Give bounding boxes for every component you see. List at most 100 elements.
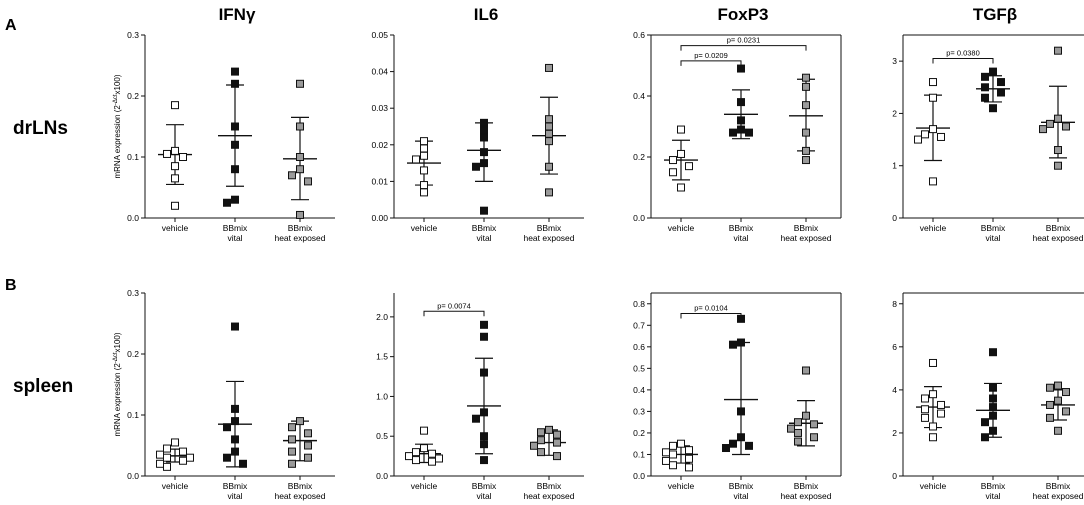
series-0 bbox=[158, 101, 192, 210]
data-point bbox=[1046, 400, 1054, 409]
data-point bbox=[921, 130, 929, 139]
x-tick-label: BBmix bbox=[729, 481, 754, 491]
data-point bbox=[921, 413, 929, 422]
chart-title: TGFβ bbox=[973, 5, 1017, 24]
x-tick-label: BBmix bbox=[288, 481, 313, 491]
data-point bbox=[231, 322, 239, 331]
y-tick-label: 0.6 bbox=[633, 30, 645, 40]
data-point bbox=[989, 426, 997, 435]
data-point bbox=[186, 453, 194, 462]
data-point bbox=[420, 137, 428, 146]
data-point bbox=[989, 411, 997, 420]
data-point bbox=[669, 441, 677, 450]
data-point bbox=[914, 135, 922, 144]
y-tick-label: 0.3 bbox=[127, 30, 139, 40]
data-point bbox=[296, 210, 304, 219]
x-tick-label: vital bbox=[227, 233, 242, 243]
x-tick-label: heat exposed bbox=[523, 233, 574, 243]
data-point bbox=[288, 423, 296, 432]
data-point bbox=[480, 118, 488, 127]
data-point bbox=[1054, 146, 1062, 155]
y-tick-label: 0.6 bbox=[633, 342, 645, 352]
series-2 bbox=[283, 417, 317, 468]
data-point bbox=[553, 438, 561, 447]
data-point bbox=[802, 101, 810, 110]
y-tick-label: 0.5 bbox=[376, 431, 388, 441]
y-tick-label: 0.2 bbox=[633, 152, 645, 162]
data-point bbox=[231, 140, 239, 149]
x-tick-label: heat exposed bbox=[1032, 233, 1083, 243]
data-point bbox=[722, 444, 730, 453]
significance-bracket bbox=[423, 310, 485, 317]
data-point bbox=[296, 417, 304, 426]
data-point bbox=[171, 201, 179, 210]
data-point bbox=[729, 439, 737, 448]
x-tick-label: heat exposed bbox=[274, 491, 325, 501]
y-tick-label: 0.00 bbox=[371, 213, 388, 223]
data-point bbox=[472, 414, 480, 423]
data-point bbox=[223, 453, 231, 462]
data-point bbox=[537, 448, 545, 457]
data-point bbox=[420, 166, 428, 175]
data-point bbox=[810, 420, 818, 429]
series-1 bbox=[724, 64, 758, 140]
x-tick-label: vital bbox=[476, 233, 491, 243]
series-1 bbox=[722, 314, 758, 456]
data-point bbox=[745, 441, 753, 450]
data-point bbox=[420, 151, 428, 160]
chart-4: 0.0 0.1 0.2 0.3 mRNA expression (2-Δctx100) v… bbox=[113, 288, 335, 501]
series-0 bbox=[407, 137, 441, 197]
data-point bbox=[1062, 388, 1070, 397]
data-point bbox=[662, 448, 670, 457]
data-point bbox=[737, 98, 745, 107]
x-tick-label: BBmix bbox=[981, 481, 1006, 491]
data-point bbox=[296, 153, 304, 161]
significance-bracket bbox=[680, 312, 742, 319]
p-value-label: p= 0.0231 bbox=[727, 36, 761, 45]
data-point bbox=[669, 156, 677, 165]
y-tick-label: 8 bbox=[892, 299, 897, 309]
data-point bbox=[737, 125, 745, 134]
series-2 bbox=[283, 79, 317, 219]
data-point bbox=[435, 454, 443, 463]
data-point bbox=[480, 456, 488, 465]
x-tick-label: heat exposed bbox=[780, 233, 831, 243]
data-point bbox=[929, 177, 937, 186]
data-point bbox=[929, 125, 937, 134]
data-point bbox=[997, 88, 1005, 97]
chart-title: FoxP3 bbox=[717, 5, 768, 24]
y-tick-label: 0.01 bbox=[371, 176, 388, 186]
series-1 bbox=[976, 67, 1010, 113]
data-point bbox=[420, 181, 428, 190]
panel-label-a: A bbox=[5, 17, 17, 34]
data-point bbox=[223, 198, 231, 207]
significance-bracket bbox=[680, 45, 807, 51]
data-point bbox=[802, 366, 810, 375]
y-axis-title: mRNA expression (2-Δctx100) bbox=[113, 332, 122, 436]
data-point bbox=[981, 72, 989, 81]
data-point bbox=[231, 195, 239, 204]
data-point bbox=[171, 162, 179, 171]
data-point bbox=[296, 165, 304, 174]
data-point bbox=[929, 78, 937, 87]
data-point bbox=[304, 441, 312, 450]
data-point bbox=[794, 428, 802, 437]
data-point bbox=[802, 146, 810, 155]
data-point bbox=[685, 463, 693, 472]
y-tick-label: 0.4 bbox=[633, 385, 645, 395]
data-point bbox=[737, 64, 745, 73]
data-point bbox=[472, 162, 480, 171]
data-point bbox=[929, 390, 937, 399]
charts: IFNγ 0.0 0.1 0.2 0.3 mRNA expression (2-Δctx1… bbox=[113, 5, 1084, 501]
data-point bbox=[989, 348, 997, 357]
x-tick-label: BBmix bbox=[288, 223, 313, 233]
data-point bbox=[163, 444, 171, 453]
p-value-label: p= 0.0209 bbox=[694, 51, 728, 60]
x-tick-label: BBmix bbox=[794, 481, 819, 491]
data-point bbox=[480, 206, 488, 215]
data-point bbox=[304, 429, 312, 438]
y-tick-label: 2.0 bbox=[376, 312, 388, 322]
data-point bbox=[530, 441, 538, 450]
